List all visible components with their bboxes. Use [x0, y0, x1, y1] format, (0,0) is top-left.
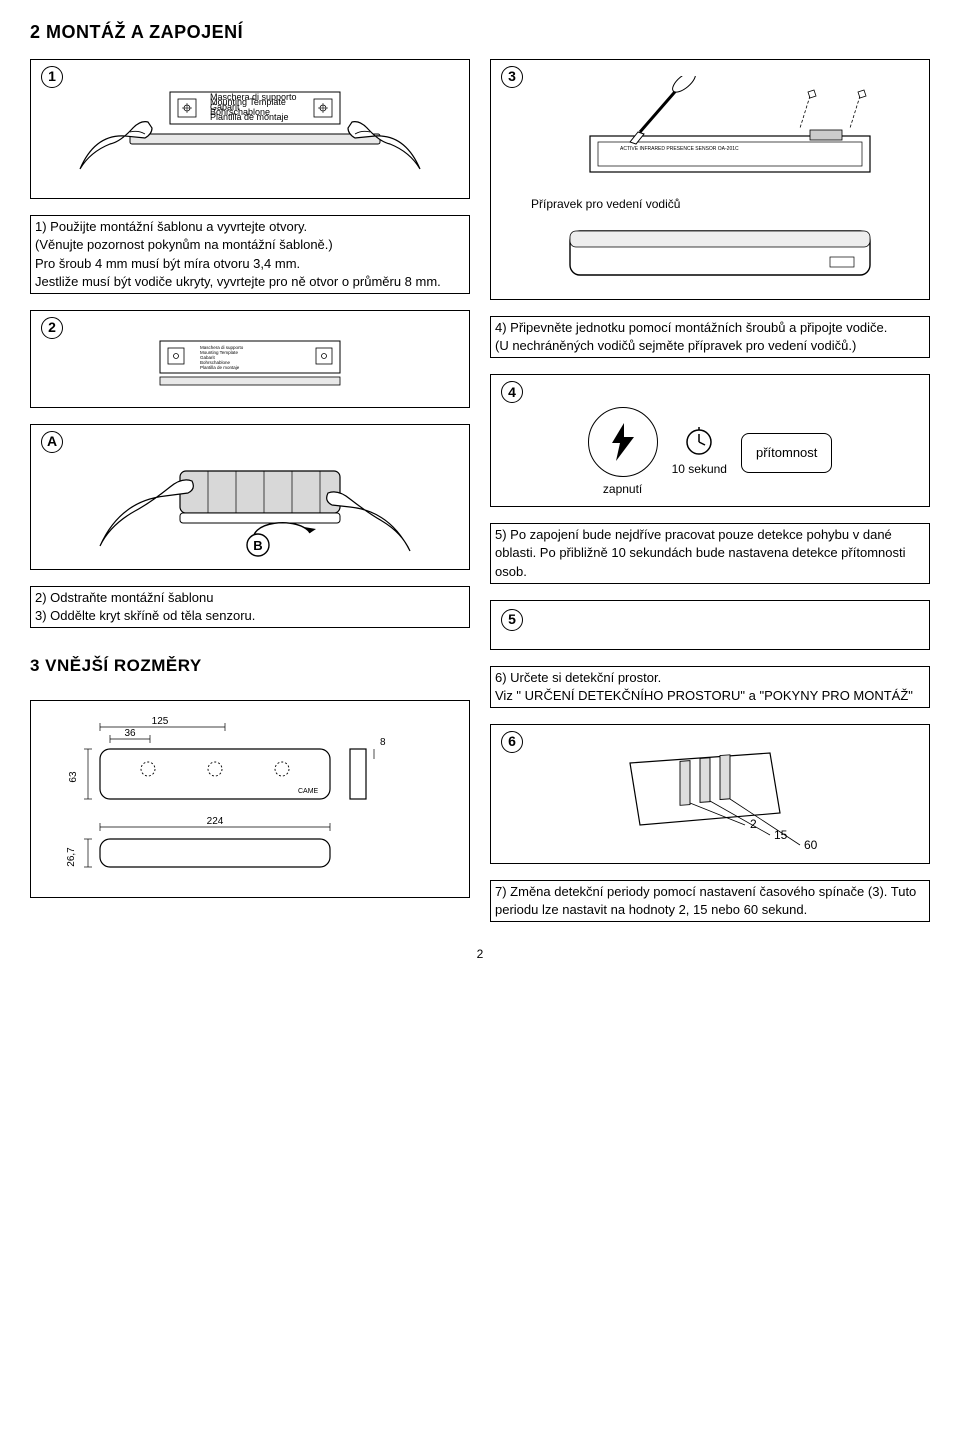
text-step-7: 7) Změna detekční periody pomocí nastave… — [490, 880, 930, 922]
panel-step-6: 6 2 15 60 — [490, 724, 930, 864]
label-zapnuti: zapnutí — [603, 481, 642, 498]
text-line: (Věnujte pozornost pokynům na montážní š… — [35, 236, 465, 254]
svg-text:63: 63 — [68, 771, 79, 783]
clock-icon — [684, 427, 714, 457]
seq-power-on: zapnutí — [588, 407, 658, 498]
text-line: 5) Po zapojení bude nejdříve pracovat po… — [495, 526, 925, 581]
svg-text:8: 8 — [380, 737, 386, 748]
panel-step-4: 4 zapnutí — [490, 374, 930, 507]
label-pritomnost: přítomnost — [741, 433, 832, 473]
panel3-caption: Přípravek pro vedení vodičů — [531, 196, 680, 213]
svg-text:36: 36 — [124, 728, 136, 739]
text-line: 7) Změna detekční periody pomocí nastave… — [495, 883, 925, 919]
svg-text:Plantilla de montaje: Plantilla de montaje — [200, 365, 240, 370]
lightning-icon — [610, 423, 636, 461]
text-line: (U nechráněných vodičů sejměte přípravek… — [495, 337, 925, 355]
text-step-6: 6) Určete si detekční prostor. Viz " URČ… — [490, 666, 930, 708]
text-line: Pro šroub 4 mm musí být míra otvoru 3,4 … — [35, 255, 465, 273]
text-line: 4) Připevněte jednotku pomocí montážních… — [495, 319, 925, 337]
left-column: 1 Maschera di supporto Mounting Template — [30, 59, 470, 922]
figure-sensor-install: ACTIVE INFRARED PRESENCE SENSOR OA-201C — [510, 76, 910, 196]
text-line: 2) Odstraňte montážní šablonu — [35, 589, 465, 607]
seq-presence: přítomnost — [741, 433, 832, 473]
text-line: Viz " URČENÍ DETEKČNÍHO PROSTORU" a "POK… — [495, 687, 925, 705]
section-3-title: 3 VNĚJŠÍ ROZMĚRY — [30, 650, 470, 682]
svg-text:Plantilla de montaje: Plantilla de montaje — [210, 112, 289, 122]
right-column: 3 ACTIVE INFRARED PRESENCE SENSOR OA-201… — [490, 59, 930, 922]
panel-step-3: 3 ACTIVE INFRARED PRESENCE SENSOR OA-201… — [490, 59, 930, 300]
figure-template-small: Maschera di supporto Mounting Template G… — [120, 331, 380, 391]
panel-dimensions: CAME 125 36 8 — [30, 700, 470, 898]
svg-text:B: B — [253, 538, 262, 553]
text-line: 1) Použijte montážní šablonu a vyvrtejte… — [35, 218, 465, 236]
step-letter-a: A — [41, 431, 63, 453]
text-line: 3) Oddělte kryt skříně od těla senzoru. — [35, 607, 465, 625]
page-number: 2 — [30, 946, 930, 963]
figure-timer-selector: 2 15 60 — [570, 743, 850, 853]
figure-cover-removal: B — [70, 441, 430, 561]
step-number-2: 2 — [41, 317, 63, 339]
panel-a-b: A — [30, 424, 470, 570]
svg-text:CAME: CAME — [298, 788, 319, 795]
svg-text:26,7: 26,7 — [66, 847, 77, 867]
svg-text:ACTIVE INFRARED PRESENCE SENSO: ACTIVE INFRARED PRESENCE SENSOR OA-201C — [620, 146, 739, 152]
panel-step-1: 1 Maschera di supporto Mounting Template — [30, 59, 470, 199]
step-number-5: 5 — [501, 609, 523, 631]
svg-text:125: 125 — [152, 716, 169, 727]
panel-step-2: 2 Maschera di supporto Mounting Template… — [30, 310, 470, 408]
step-number-6: 6 — [501, 731, 523, 753]
figure-dimensions: CAME 125 36 8 — [50, 709, 450, 889]
text-step-2-3: 2) Odstraňte montážní šablonu 3) Oddělte… — [30, 586, 470, 628]
text-step-5: 5) Po zapojení bude nejdříve pracovat po… — [490, 523, 930, 584]
text-step-1: 1) Použijte montážní šablonu a vyvrtejte… — [30, 215, 470, 294]
svg-text:224: 224 — [207, 816, 224, 827]
label-delay: 10 sekund — [672, 461, 727, 478]
panel-step-5: 5 — [490, 600, 930, 650]
text-line: 6) Určete si detekční prostor. — [495, 669, 925, 687]
timer-opt-60: 60 — [804, 838, 818, 852]
seq-delay: 10 sekund — [672, 427, 727, 478]
figure-sensor-body — [510, 221, 910, 291]
page-title: 2 MONTÁŽ A ZAPOJENÍ — [30, 20, 930, 45]
text-line: Jestliže musí být vodiče ukryty, vyvrtej… — [35, 273, 465, 291]
timer-opt-2: 2 — [750, 817, 757, 831]
timer-opt-15: 15 — [774, 828, 788, 842]
figure-template-hands: Maschera di supporto Mounting Template G… — [60, 74, 440, 184]
text-step-4: 4) Připevněte jednotku pomocí montážních… — [490, 316, 930, 358]
